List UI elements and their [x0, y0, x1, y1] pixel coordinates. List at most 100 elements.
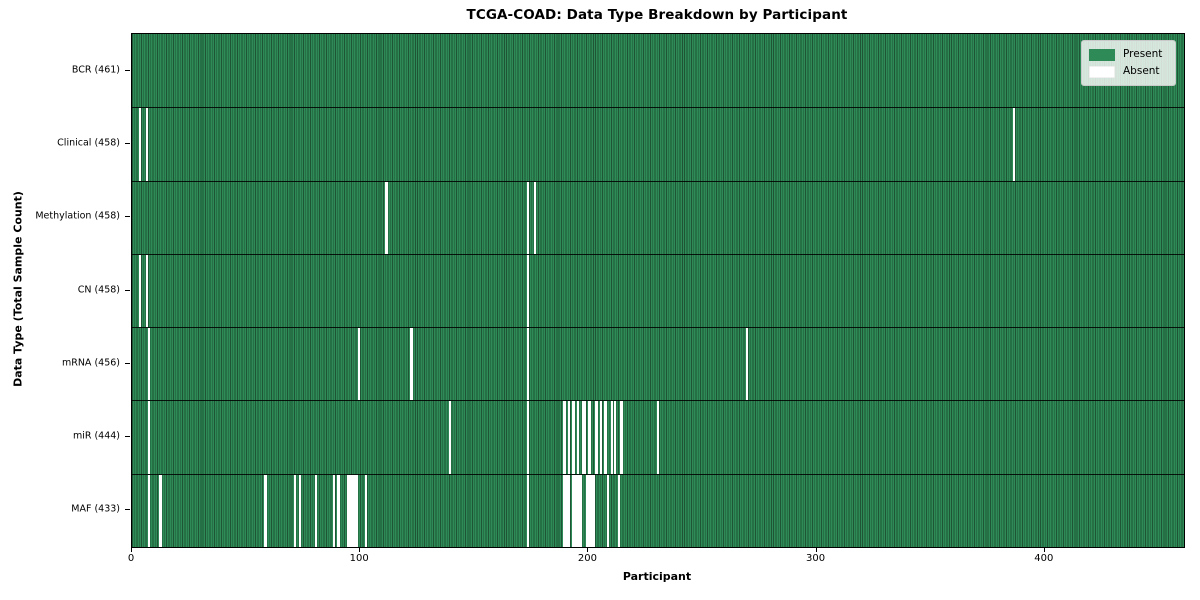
datatype-row-bcr	[132, 34, 1184, 108]
absent-mark-mir-p203	[595, 401, 598, 474]
x-tick-label-0: 0	[127, 553, 135, 564]
x-tick-200	[587, 548, 589, 552]
absent-mark-maf-p194	[574, 474, 577, 547]
absent-mark-mir-p200	[588, 401, 591, 474]
legend-item-absent: Absent	[1089, 63, 1168, 80]
absent-mark-maf-p173	[526, 474, 530, 547]
absent-mark-methylation-p173	[526, 181, 530, 254]
absent-mark-maf-p196	[579, 474, 582, 547]
absent-mark-maf-p7	[147, 474, 151, 547]
absent-mark-maf-p88	[332, 474, 336, 547]
absent-mark-clinical-p3	[138, 108, 142, 181]
y-tick-maf	[125, 509, 130, 511]
absent-mark-maf-p200	[588, 474, 591, 547]
y-tick-label-cn: CN (458)	[77, 284, 120, 295]
chart-title: TCGA-COAD: Data Type Breakdown by Partic…	[466, 7, 848, 23]
datatype-row-maf	[132, 473, 1184, 547]
absent-mark-mir-p214	[620, 401, 623, 474]
absent-mark-maf-p191	[567, 474, 571, 547]
absent-mark-maf-p96	[351, 474, 354, 547]
absent-mark-maf-p213	[618, 474, 621, 547]
absent-mark-maf-p73	[298, 474, 301, 547]
absent-mark-maf-p94	[346, 474, 349, 547]
datatype-row-mrna	[132, 327, 1184, 401]
absent-mark-mrna-p7	[147, 328, 151, 401]
absent-mark-mir-p193	[572, 401, 575, 474]
absent-mark-mir-p210	[611, 401, 614, 474]
absent-mark-cn-p173	[526, 254, 530, 328]
absent-mark-maf-p97	[353, 474, 356, 547]
y-tick-label-maf: MAF (433)	[71, 503, 120, 515]
absent-mark-mrna-p122	[410, 328, 413, 401]
y-tick-label-bcr: BCR (461)	[71, 64, 120, 76]
absent-mark-methylation-p111	[385, 181, 388, 254]
x-tick-0	[131, 548, 132, 552]
absent-mark-mir-p230	[656, 401, 660, 474]
y-tick-label-clinical: Clinical (458)	[57, 137, 120, 149]
absent-mark-clinical-p386	[1012, 108, 1016, 181]
y-tick-bcr	[125, 69, 130, 71]
y-tick-methylation	[125, 216, 130, 218]
absent-mark-maf-p189	[563, 474, 566, 547]
y-tick-clinical	[125, 142, 130, 144]
absent-mark-mrna-p269	[745, 328, 749, 401]
y-tick-label-methylation: Methylation (458)	[35, 210, 120, 222]
legend-swatch-present-icon	[1089, 48, 1115, 61]
x-tick-100	[359, 548, 361, 552]
x-axis-label: Participant	[622, 570, 692, 583]
absent-mark-mir-p207	[604, 401, 607, 474]
x-tick-label-100: 100	[349, 553, 369, 564]
absent-mark-mir-p211	[613, 401, 616, 474]
x-tick-label-200: 200	[577, 553, 597, 564]
legend-swatch-absent-icon	[1089, 65, 1115, 78]
absent-mark-cn-p3	[138, 254, 142, 328]
absent-mark-maf-p193	[572, 474, 575, 547]
absent-mark-mrna-p99	[357, 328, 361, 401]
absent-mark-clinical-p6	[145, 108, 148, 181]
absent-mark-maf-p199	[586, 474, 589, 547]
y-tick-mir	[125, 436, 130, 438]
legend-label-absent: Absent	[1123, 65, 1160, 78]
datatype-row-methylation	[132, 180, 1184, 254]
x-tick-label-400: 400	[1034, 553, 1054, 564]
absent-mark-maf-p80	[314, 474, 317, 547]
absent-mark-methylation-p176	[533, 181, 536, 254]
absent-mark-maf-p208	[606, 474, 609, 547]
absent-mark-mir-p139	[449, 401, 452, 474]
absent-mark-maf-p190	[565, 474, 568, 547]
absent-mark-maf-p12	[159, 474, 162, 547]
absent-mark-maf-p90	[337, 474, 340, 547]
datatype-row-mir	[132, 400, 1184, 474]
x-tick-300	[815, 548, 817, 552]
absent-mark-maf-p102	[364, 474, 368, 547]
y-tick-label-mir: miR (444)	[72, 430, 120, 442]
legend: Present Absent	[1081, 40, 1176, 86]
legend-item-present: Present	[1089, 46, 1168, 63]
y-tick-label-mrna: mRNA (456)	[61, 357, 120, 369]
absent-mark-maf-p201	[590, 474, 593, 547]
absent-mark-maf-p195	[576, 474, 580, 547]
absent-mark-mir-p197	[581, 401, 584, 474]
y-tick-cn	[125, 289, 130, 291]
plot-area	[131, 33, 1185, 548]
absent-mark-mir-p173	[526, 401, 530, 474]
absent-mark-cn-p6	[145, 254, 148, 328]
absent-mark-mir-p191	[567, 401, 571, 474]
absent-mark-maf-p58	[264, 474, 267, 547]
absent-mark-mir-p189	[563, 401, 566, 474]
absent-mark-maf-p202	[592, 474, 596, 547]
absent-mark-maf-p95	[348, 474, 352, 547]
absent-mark-mrna-p173	[526, 328, 530, 401]
absent-mark-mir-p195	[576, 401, 580, 474]
datatype-row-cn	[132, 253, 1184, 328]
x-tick-label-300: 300	[806, 553, 826, 564]
absent-mark-mir-p198	[583, 401, 587, 474]
datatype-row-clinical	[132, 107, 1184, 181]
x-tick-400	[1043, 548, 1045, 552]
absent-mark-maf-p98	[355, 474, 358, 547]
absent-mark-mir-p205	[599, 401, 603, 474]
legend-label-present: Present	[1123, 48, 1163, 61]
absent-mark-mir-p7	[147, 401, 151, 474]
y-tick-mrna	[125, 362, 130, 364]
